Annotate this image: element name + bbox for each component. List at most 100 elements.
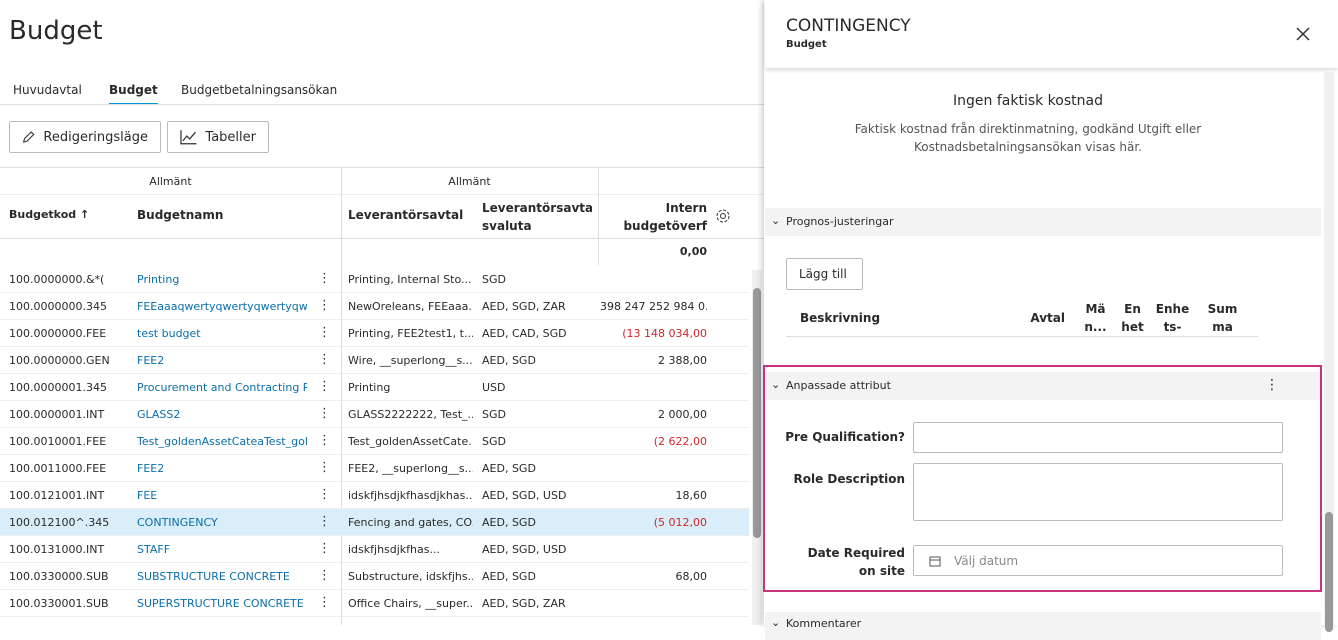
table-row[interactable]: 100.0000000.&*(Printing ⋮ Printing, Intern… (0, 266, 749, 293)
budget-code: 100.0000000.345 (9, 300, 107, 313)
table-row[interactable]: 100.0330001.SUB SUPERSTRUCTURE CONCRETE ⋮ O… (0, 590, 749, 617)
tab[interactable]: Budgetbetalningsansökan (181, 83, 338, 97)
section-title: Kommentarer (786, 617, 862, 630)
panel-scrollbar[interactable] (1324, 72, 1334, 632)
row-menu: ⋮ (318, 271, 331, 286)
table-row[interactable]: 100.0000001.INT GLASS2 ⋮ GLASS2222222, Test… (0, 401, 749, 428)
section-header[interactable]: ⌄ Anpassade attribut ⋮ (765, 372, 1321, 400)
row-menu: ⋮ (318, 298, 331, 313)
column-header[interactable]: Leverantörsavtal svaluta (482, 201, 592, 233)
app: Budget Huvudavtal Budget Budgetbetalningsa… (0, 16, 1334, 640)
currency: AED, SGD (482, 516, 536, 529)
currency: AED, SGD, ZAR (482, 597, 566, 610)
textarea[interactable] (913, 463, 1283, 521)
row-menu: ⋮ (318, 568, 331, 583)
contract: Printing, FEE2test1, t... (348, 327, 473, 340)
line (0, 194, 765, 195)
row-menu: ⋮ (318, 325, 331, 340)
label: Tabeller (205, 129, 256, 145)
budget-name: test budget (137, 327, 201, 340)
add-button[interactable]: Lägg till (786, 258, 863, 290)
column-header: Sum ma (1207, 302, 1238, 334)
budget-name: FEEaaaqwertyqwertyqwertyqw... (137, 300, 307, 313)
section-header[interactable]: ⌄ Prognos-justeringar (765, 208, 1321, 236)
row-menu: ⋮ (318, 460, 331, 475)
row-menu: ⋮ (318, 541, 331, 556)
contract: Test_goldenAssetCate... (348, 435, 473, 448)
field-label: Pre Qualification? (785, 430, 905, 444)
section-header[interactable]: ⌄ Kommentarer (765, 612, 1321, 640)
contract: GLASS2222222, Test_... (348, 408, 473, 421)
budget-code: 100.0000000.&*( (9, 273, 105, 286)
page-title: Budget (9, 16, 103, 46)
table-row[interactable]: 100.0000000.345 FEEaaaqwertyqwertyqwertyq… (0, 293, 749, 320)
tables-button[interactable]: Tabeller (167, 121, 269, 153)
group-header: Allmänt (149, 175, 192, 188)
tab[interactable]: Huvudavtal (13, 83, 82, 97)
budget-code: 100.012100^.345 (9, 516, 110, 529)
row-menu: ⋮ (318, 514, 331, 529)
currency: SGD (482, 408, 506, 421)
budget-code: 100.0000001.INT (9, 408, 105, 421)
table-row[interactable]: 100.0000000.FEE test budget ⋮ Printing, FEE… (0, 320, 749, 347)
budget-name: STAFF (137, 543, 171, 556)
amount: (5 012,00 (653, 516, 707, 529)
label: Lägg till (799, 267, 847, 281)
table-row[interactable]: 100.0131000.INT STAFF ⋮ idskfjhsdjkfhas... A… (0, 536, 749, 563)
tab[interactable]: Budget (109, 83, 158, 105)
contract: Printing, Internal Sto... (348, 273, 472, 286)
budget-name: FEE2 (137, 462, 165, 475)
group-header: Allmänt (448, 175, 491, 188)
contract: NewOreleans, FEEaaa... (348, 300, 473, 313)
column-header[interactable]: Leverantörsavtal (348, 208, 464, 222)
column-header: En het (1121, 302, 1144, 334)
edit-button[interactable]: Redigeringsläge (9, 121, 161, 153)
amount: 2 388,00 (658, 354, 707, 367)
table-row[interactable]: 100.0000000.GEN FEE2 ⋮ Wire, __superlong__s… (0, 347, 749, 374)
label: Budgetkod (9, 208, 77, 221)
budget-name: GLASS2 (137, 408, 181, 421)
table-row[interactable]: 100.0011000.FEE FEE2 ⋮ FEE2, __superlong__s… (0, 455, 749, 482)
row-menu: ⋮ (318, 595, 331, 610)
currency: USD (482, 381, 506, 394)
budget-code: 100.0330000.SUB (9, 570, 109, 583)
contract: Office Chairs, __super... (348, 597, 473, 610)
budget-name: CONTINGENCY (137, 516, 218, 529)
row-menu: ⋮ (318, 352, 331, 367)
table-row[interactable]: 100.0000001.345 Procurement and Contracti… (0, 374, 749, 401)
column-header[interactable]: Budgetnamn (137, 208, 224, 222)
column-header[interactable]: Intern budgetöverf (623, 201, 707, 233)
empty-text: Faktisk kostnad från direktinmatning, go… (854, 122, 1202, 154)
budget-name: SUBSTRUCTURE CONCRETE (137, 570, 290, 583)
field-label: Date Required on site (807, 546, 905, 578)
currency: AED, SGD, ZAR (482, 300, 566, 313)
settings-icon[interactable] (715, 208, 731, 224)
contract: idskfjhsdjkfhasdjkhas... (348, 489, 473, 502)
currency: AED, SGD (482, 354, 536, 367)
contract: Fencing and gates, CO... (348, 516, 473, 529)
contract: Substructure, idskfjhs... (348, 570, 473, 583)
pinned-divider (341, 168, 342, 625)
highlight (763, 365, 1322, 592)
text-input[interactable] (913, 422, 1283, 453)
table-row[interactable]: 100.0121001.INT FEE ⋮ idskfjhsdjkfhasdjkhas… (0, 482, 749, 509)
row-menu: ⋮ (318, 433, 331, 448)
budget-code: 100.0121001.INT (9, 489, 105, 502)
column-header[interactable]: Budgetkod ↑ (9, 208, 90, 221)
amount: 398 247 252 984 0... (600, 300, 707, 313)
column-header: Beskrivning (800, 311, 881, 325)
column-header: Enhe ts- (1155, 302, 1190, 334)
column-header: Avtal (1030, 311, 1065, 325)
contract: idskfjhsdjkfhas... (348, 543, 440, 556)
budget-name: SUPERSTRUCTURE CONCRETE (137, 597, 304, 610)
date-input[interactable]: Välj datum (913, 545, 1283, 576)
table-row[interactable]: 100.012100^.345 CONTINGENCY ⋮ Fencing and g… (0, 509, 749, 536)
budget-code: 100.0131000.INT (9, 543, 105, 556)
contract: Printing (348, 381, 391, 394)
table-row[interactable]: 100.0010001.FEE Test_goldenAssetCateaTest… (0, 428, 749, 455)
total: 0,00 (679, 245, 707, 258)
field-label: Role Description (793, 472, 905, 486)
close-button[interactable] (1296, 27, 1310, 41)
table-row[interactable]: 100.0330000.SUB SUBSTRUCTURE CONCRETE ⋮ Sub… (0, 563, 749, 590)
scrollbar[interactable] (752, 270, 762, 625)
